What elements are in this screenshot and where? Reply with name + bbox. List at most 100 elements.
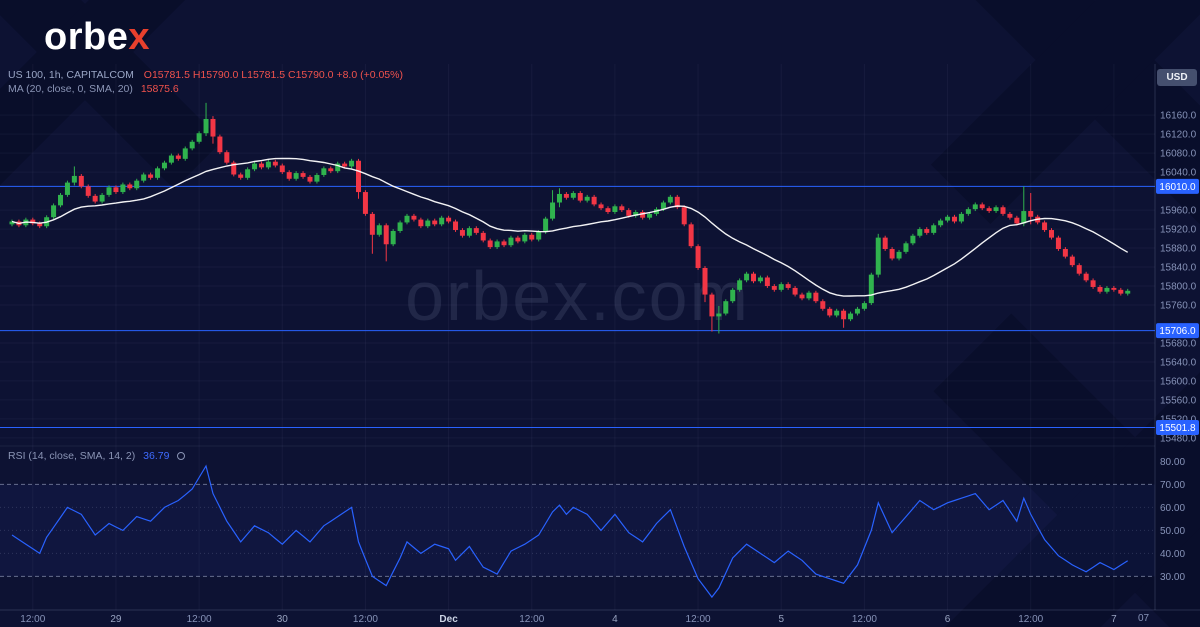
candle-body [1042, 222, 1048, 231]
candle-body [383, 225, 389, 245]
candle-body [931, 225, 937, 233]
axis-corner-time: 07 [1138, 613, 1150, 624]
candle-body [397, 222, 403, 231]
candle-body [958, 213, 964, 222]
rsi-tick-label: 80.00 [1160, 457, 1185, 468]
currency-button[interactable]: USD [1157, 69, 1197, 86]
candle-body [591, 196, 597, 205]
candle-body [951, 216, 957, 222]
candle-body [64, 182, 70, 195]
price-tick-label: 15520.0 [1160, 414, 1197, 425]
candle-body [848, 313, 854, 320]
candle-body [785, 284, 791, 288]
candle-body [210, 118, 216, 137]
price-axis[interactable]: 16160.0 16120.0 16080.0 16040.0 15960.0 15920… [1156, 111, 1199, 583]
candle-body [37, 223, 43, 227]
candle-body [356, 160, 361, 193]
candle-body [938, 220, 944, 226]
indicator-options-icon[interactable] [177, 452, 186, 461]
price-tick-label: 16080.0 [1160, 149, 1197, 160]
candle-body [272, 161, 278, 166]
candle-body [751, 273, 757, 282]
background-x-decoration-top-left [0, 0, 223, 190]
rsi-band [0, 484, 1155, 577]
symbol-title: US 100, 1h, CAPITALCOM [8, 69, 134, 81]
candle-body [9, 221, 15, 225]
candle-body [827, 308, 833, 316]
candle-body [945, 216, 951, 221]
candle-body [806, 292, 812, 299]
candle-body [896, 251, 902, 259]
candle-body [737, 280, 743, 290]
candle-body [1118, 289, 1124, 294]
candle-body [99, 194, 105, 202]
candle-body [265, 161, 271, 168]
time-tick-label: 4 [612, 614, 618, 625]
rsi-line [11, 464, 1129, 599]
candle-body [550, 202, 556, 219]
candle-body [792, 287, 798, 295]
price-tick-label: 15480.0 [1160, 433, 1197, 444]
candle-body [1125, 290, 1131, 294]
candle-body [695, 246, 701, 268]
candle-body [127, 184, 133, 189]
ma-header: MA (20, close, 0, SMA, 20) 15875.6 [8, 83, 179, 95]
candle-body [224, 152, 230, 163]
candle-body [910, 235, 916, 244]
level-lines-layer[interactable] [0, 185, 1155, 429]
candle-body [681, 207, 687, 225]
candle-body [508, 237, 514, 246]
candle-body [168, 155, 174, 163]
candle-body [78, 175, 84, 187]
candle-body [543, 218, 549, 232]
candle-body [612, 206, 618, 212]
grid-layer [0, 64, 1155, 610]
candle-body [563, 193, 569, 198]
candle-body [390, 230, 396, 245]
candle-body [924, 229, 930, 233]
candle-body [113, 187, 119, 193]
candle-body [335, 163, 341, 172]
candle-body [217, 136, 223, 153]
time-axis[interactable]: 12:00 29 12:00 30 12:00 Dec 12:00 4 12:00 5 12:00 6… [20, 614, 1117, 625]
background-x-decoration-top-right [930, 0, 1200, 225]
candle-body [85, 186, 91, 196]
price-tick-label: 15600.0 [1160, 376, 1197, 387]
rsi-tick-label: 40.00 [1160, 549, 1185, 560]
candle-body [58, 194, 64, 206]
orbex-logo: orbex [44, 16, 150, 59]
candle-body [716, 313, 722, 317]
candle-body [841, 310, 847, 320]
candle-body [1049, 230, 1054, 238]
time-tick-label: 30 [277, 614, 289, 625]
candle-body [757, 277, 763, 282]
rsi-tick-label: 60.00 [1160, 503, 1185, 514]
candle-body [30, 219, 36, 224]
candle-body [459, 230, 465, 236]
candle-body [92, 195, 98, 202]
candle-body [1111, 287, 1117, 290]
candle-body [709, 294, 715, 317]
time-tick-label: 12:00 [519, 614, 544, 625]
candle-body [640, 211, 646, 218]
candle-body [203, 118, 209, 134]
candle-body [1076, 265, 1082, 274]
candle-body [917, 229, 923, 236]
candle-body [771, 286, 777, 290]
candle-body [300, 173, 306, 177]
price-tick-label: 15840.0 [1160, 263, 1197, 274]
candle-body [730, 289, 736, 302]
price-tick-label: 15640.0 [1160, 357, 1197, 368]
candle-body [993, 207, 999, 212]
time-tick-label: 29 [110, 614, 122, 625]
rsi-tick-label: 70.00 [1160, 480, 1185, 491]
candle-body [577, 193, 583, 201]
candle-body [688, 224, 694, 247]
candle-body [314, 174, 320, 182]
candle-body [1062, 249, 1068, 257]
time-tick-label: Dec [439, 614, 458, 625]
rsi-header: RSI (14, close, SMA, 14, 2) 36.79 [8, 450, 186, 462]
candle-body [480, 232, 486, 241]
candle-body [245, 169, 251, 178]
